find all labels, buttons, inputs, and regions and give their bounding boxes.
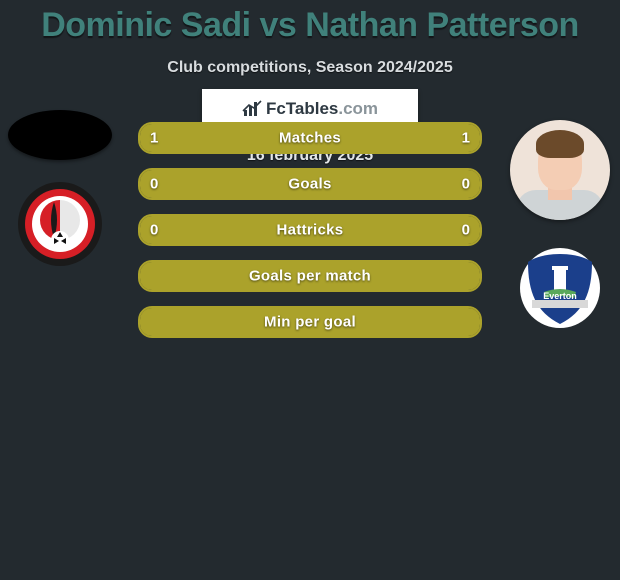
stat-value-left: 0: [150, 222, 158, 239]
stats-bars: Matches11Goals00Hattricks00Goals per mat…: [138, 122, 482, 352]
stat-row: Matches1 1: [138, 122, 482, 154]
club-badge-right: Everton: [510, 244, 610, 332]
page-title: Dominic Sadi vs Nathan Patterson: [0, 0, 620, 45]
stat-value-left: 0: [150, 176, 158, 193]
stat-label: Goals: [140, 176, 480, 193]
subtitle: Club competitions, Season 2024/2025: [0, 59, 620, 77]
stat-value-right: 0: [462, 222, 470, 239]
brand-chart-icon: [242, 100, 264, 118]
club-badge-left: [10, 180, 110, 268]
stat-label: Min per goal: [140, 314, 480, 331]
player-photo-right: [510, 120, 610, 220]
stat-row: Min per goal: [138, 306, 482, 338]
svg-text:Everton: Everton: [543, 291, 577, 301]
stat-row: Goals0 0: [138, 168, 482, 200]
stat-value-right: 0: [462, 176, 470, 193]
stat-row: Hattricks0 0: [138, 214, 482, 246]
stat-value-right: 1: [462, 130, 470, 147]
right-player-column: Everton: [500, 110, 620, 332]
stat-label: Hattricks: [140, 222, 480, 239]
brand-dim: .com: [338, 99, 378, 118]
brand-strong: FcTables: [266, 99, 338, 118]
stat-label: Matches: [140, 130, 480, 147]
stat-label: Goals per match: [140, 268, 480, 285]
stat-value-left: 1: [150, 130, 158, 147]
stat-row: Goals per match: [138, 260, 482, 292]
brand-text: FcTables.com: [266, 99, 378, 119]
left-player-column: [0, 110, 120, 268]
player-photo-left: [8, 110, 112, 160]
